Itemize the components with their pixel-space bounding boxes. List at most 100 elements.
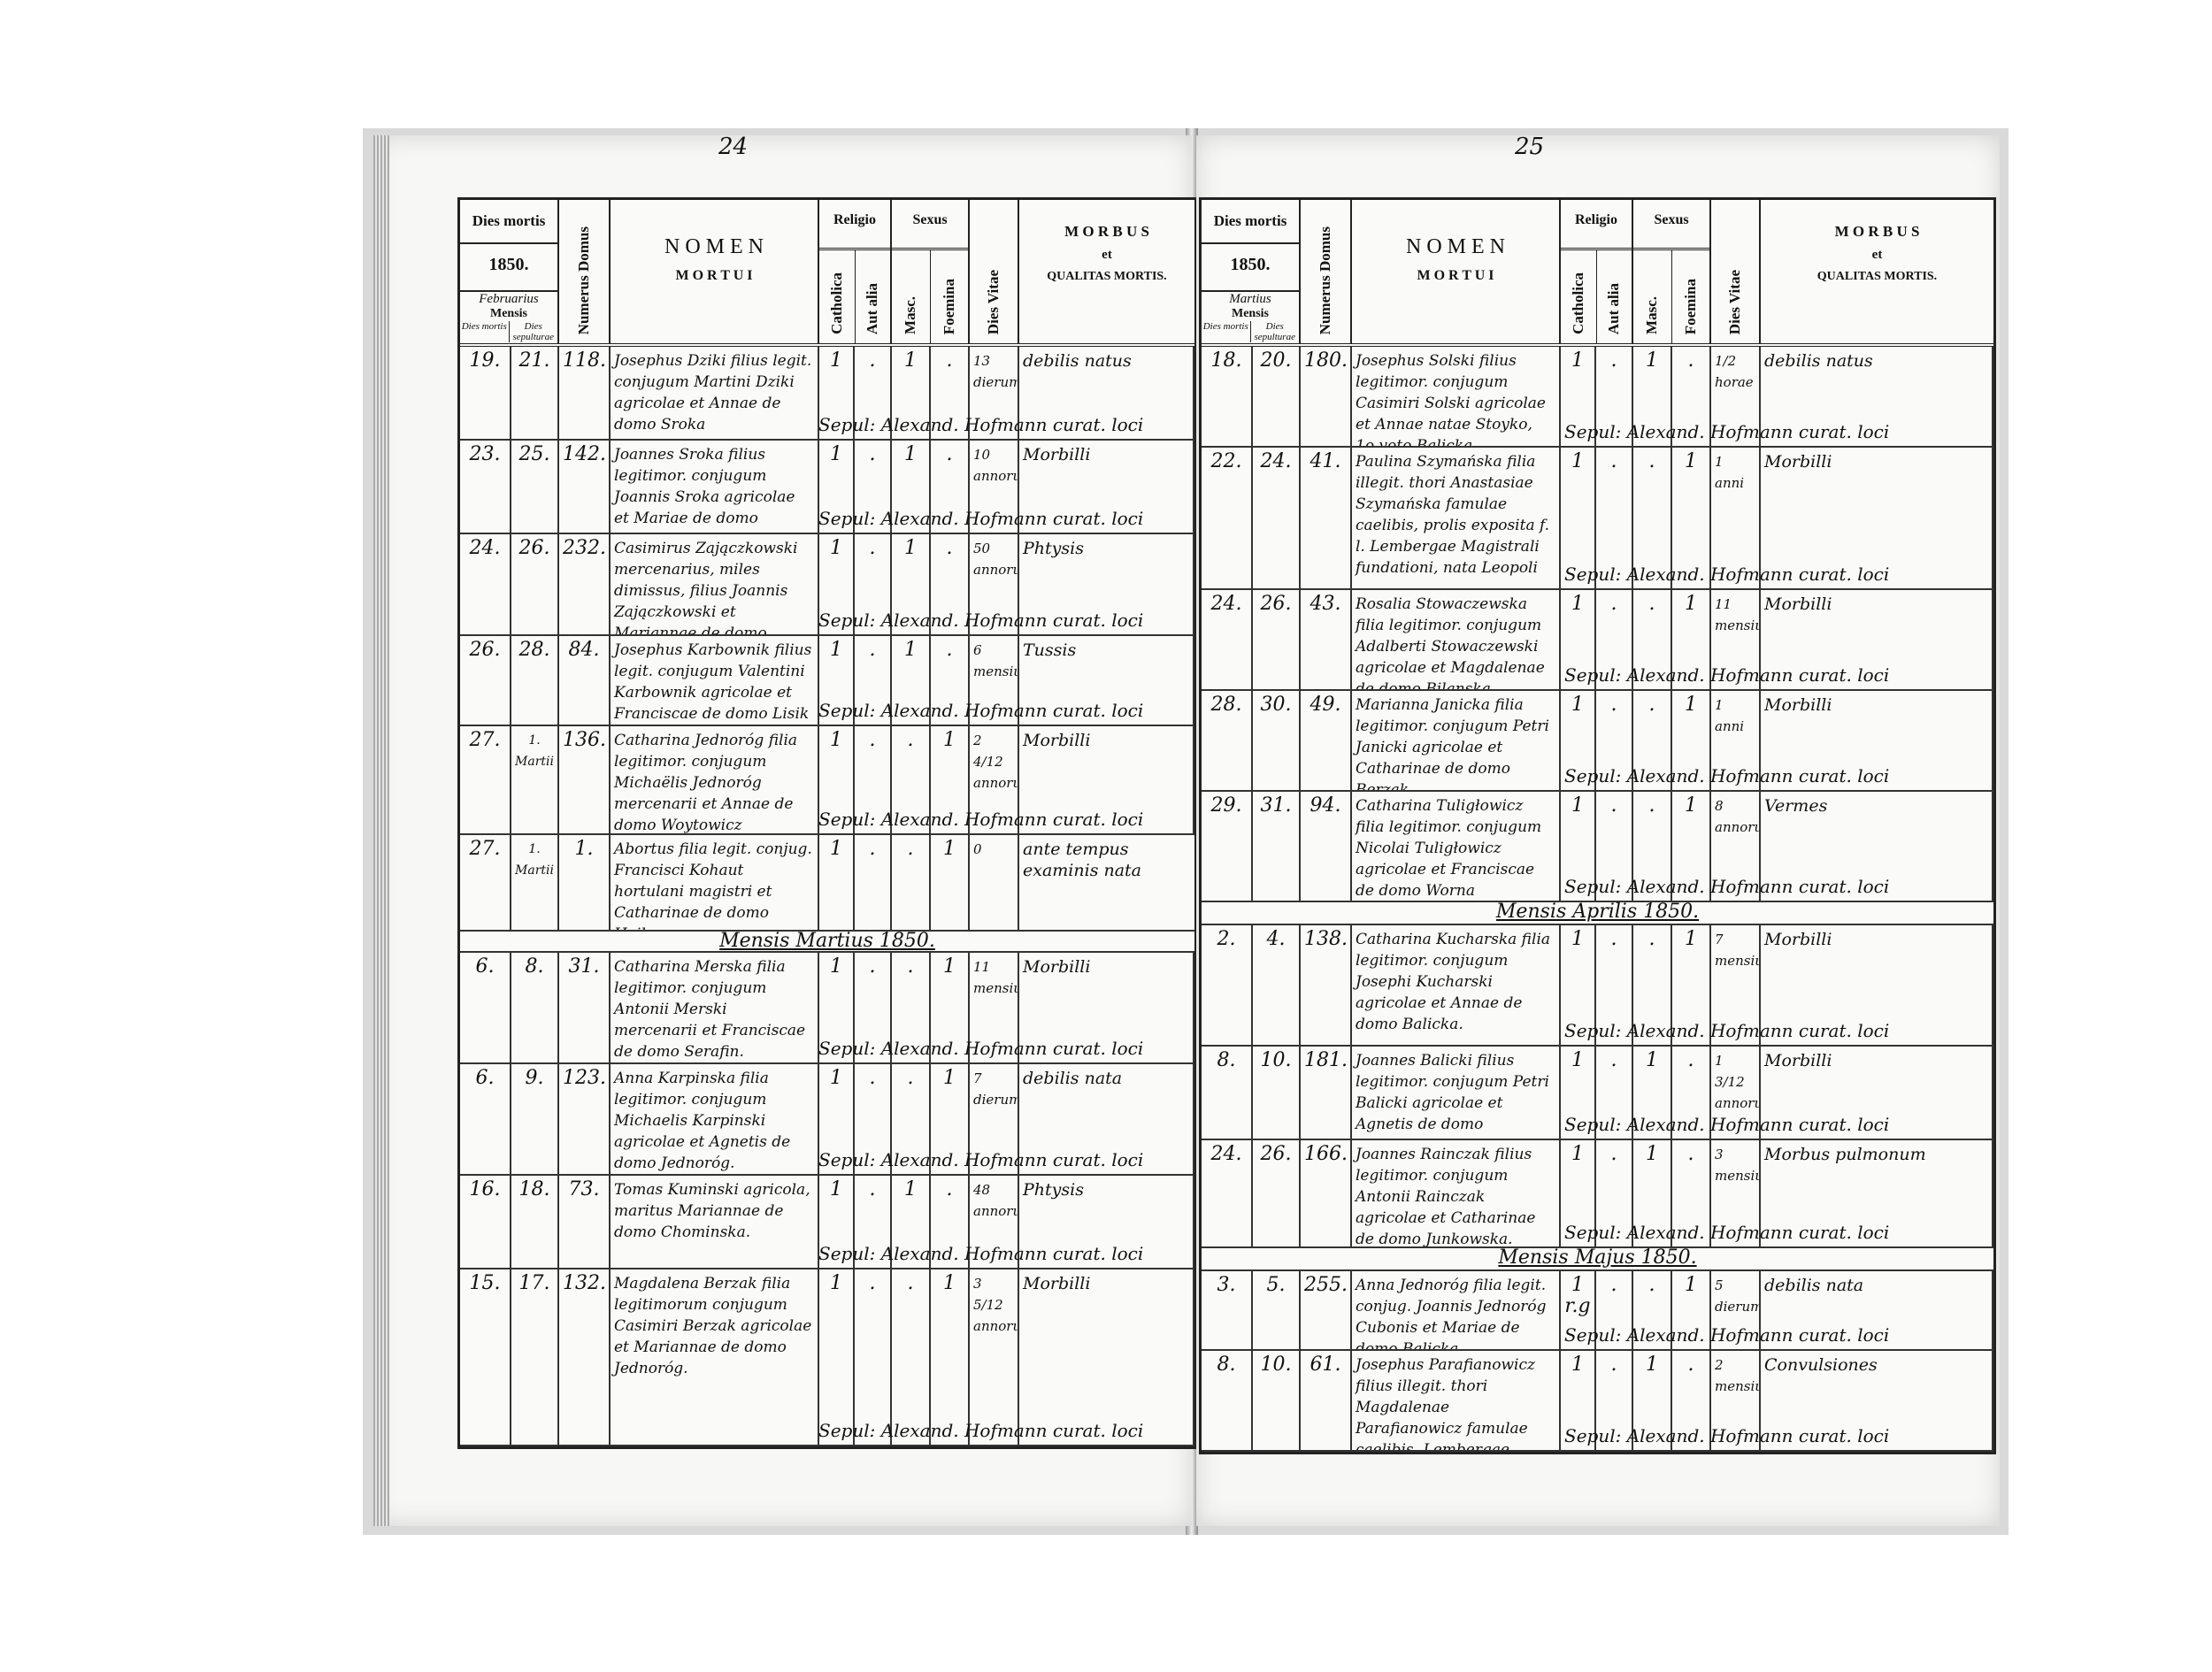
header-catholica-label: Catholica (1569, 272, 1586, 334)
masc-cell: . (1633, 448, 1672, 588)
header-dies-mortis-label: Dies mortis (460, 200, 557, 244)
dies-vitae-cell: 3 mensium (1711, 1140, 1761, 1246)
header-dies-vitae-label: Dies Vitae (985, 269, 1002, 334)
dies-mortis-cell: 15. (460, 1269, 511, 1445)
header-mensis: Mensis (1232, 307, 1269, 320)
numerus-domus-cell: 232. (559, 534, 611, 634)
header-morbus: M O R B U S et QUALITAS MORTIS. (1761, 200, 1993, 343)
dies-mortis-cell: 2. (1202, 925, 1253, 1045)
masc-cell: . (1633, 925, 1672, 1045)
dies-mortis-cell: 24. (460, 534, 511, 634)
dies-sepulturae-cell: 20. (1253, 347, 1301, 446)
morbus-cell: Morbilli (1019, 726, 1194, 833)
dies-sepulturae-cell: 28. (511, 636, 559, 725)
header-day-subcolumns: Dies mortis Dies sepulturae (1202, 321, 1299, 342)
sepultor-signature: Sepul: Alexand. Hofmann curat. loci (818, 610, 1144, 631)
header-aut-alia: Aut alia (1597, 250, 1632, 343)
dies-mortis-cell: 27. (460, 835, 511, 930)
header-morbus-label: M O R B U S (1834, 223, 1920, 240)
table-row: 15. 17. 132. Magdalena Berzak filia legitim… (460, 1269, 1194, 1446)
header-dies-mortis-label: Dies mortis (1202, 200, 1299, 244)
header-dies-mortis: Dies mortis 1850. Februarius Mensis Dies mor… (460, 200, 559, 343)
catholica-cell: 1 (819, 441, 855, 533)
header-year: 1850. (460, 244, 557, 292)
header-nomen-label: N O M E N (664, 235, 764, 258)
header-dies-sepulturae-sub: Dies sepulturae (512, 321, 554, 342)
header-foemina-label: Foemina (940, 278, 957, 334)
morbus-cell: Phtysis (1019, 534, 1194, 634)
sepultor-signature: Sepul: Alexand. Hofmann curat. loci (818, 1243, 1144, 1264)
aut-alia-cell: . (855, 1176, 892, 1268)
aut-alia-cell: . (1596, 792, 1633, 901)
header-sexus: Sexus Masc. Foemina (1633, 200, 1711, 343)
foemina-cell: . (1672, 1047, 1711, 1139)
dies-sepulturae-cell: 26. (511, 534, 559, 634)
header-masc-label: Masc. (1643, 296, 1661, 334)
dies-vitae-cell: 2 4/12 annorum (970, 726, 1019, 833)
catholica-cell: 1 (819, 953, 855, 1062)
numerus-domus-cell: 31. (559, 953, 611, 1062)
nomen-cell: Catharina Kucharska filia legitimor. con… (1352, 925, 1561, 1045)
header-foemina: Foemina (931, 250, 969, 343)
sepultor-signature: Sepul: Alexand. Hofmann curat. loci (1564, 876, 1890, 897)
sepultor-signature: Sepul: Alexand. Hofmann curat. loci (818, 1038, 1144, 1059)
nomen-cell: Catharina Jednoróg filia legitimor. conj… (611, 726, 819, 833)
header-qualitas-mortis: QUALITAS MORTIS. (1047, 270, 1167, 283)
dies-mortis-cell: 6. (460, 953, 511, 1062)
morbus-cell: debilis nata (1019, 1064, 1194, 1174)
table-row: 22. 24. 41. Paulina Szymańska filia illegit… (1202, 448, 1993, 590)
nomen-cell: Marianna Janicka filia legitimor. conjug… (1352, 691, 1561, 790)
sexus-subheaders: Masc. Foemina (892, 250, 968, 343)
morbus-cell: ante tempus examinis nata (1023, 840, 1142, 880)
catholica-cell: 1 (1561, 1047, 1596, 1139)
numerus-domus-cell: 132. (559, 1269, 611, 1445)
dies-sepulturae-cell: 5. (1253, 1271, 1301, 1349)
aut-alia-cell: . (855, 441, 892, 533)
nomen-cell: Josephus Dziki filius legit. conjugum Ma… (611, 347, 819, 439)
header-et: et (1102, 248, 1112, 262)
dies-sepulturae-cell: 1. Martii (511, 835, 559, 930)
dies-sepulturae-cell: 31. (1253, 792, 1301, 901)
table-row: 24. 26. 232. Casimirus Zajączkowski mercena… (460, 534, 1194, 636)
nomen-cell: Catharina Merska filia legitimor. conjug… (611, 953, 819, 1062)
header-dies-vitae: Dies Vitae (1711, 200, 1761, 343)
dies-mortis-cell: 26. (460, 636, 511, 725)
masc-cell: 1 (892, 534, 931, 634)
foemina-cell: 1 (1672, 1271, 1711, 1349)
header-nomen: N O M E N M O R T U I (611, 200, 819, 343)
morbus-cell: Morbilli (1019, 1269, 1194, 1445)
page-left: 24 Dies mortis 1850. Februarius Mensis Dies … (373, 134, 1197, 1526)
dies-mortis-cell: 6. (460, 1064, 511, 1174)
dies-mortis-cell: 28. (1202, 691, 1253, 790)
sepultor-signature: Sepul: Alexand. Hofmann curat. loci (818, 414, 1144, 435)
morbus-cell: Morbus pulmonum (1761, 1140, 1993, 1246)
religio-subheaders: Catholica Aut alia (1561, 250, 1632, 343)
dies-vitae-cell: 8 annorum (1711, 792, 1761, 901)
header-sexus: Sexus Masc. Foemina (892, 200, 970, 343)
nomen-cell: Joannes Sroka filius legitimor. conjugum… (611, 441, 819, 533)
sepultor-signature: Sepul: Alexand. Hofmann curat. loci (818, 508, 1144, 529)
numerus-domus-cell: 73. (559, 1176, 611, 1268)
nomen-cell: Josephus Parafianowicz filius illegit. t… (1352, 1351, 1561, 1450)
aut-alia-cell: . (1596, 590, 1633, 689)
masc-cell: 1 (892, 636, 931, 725)
dies-vitae-cell: 5 dierum (1711, 1271, 1761, 1349)
dies-sepulturae-cell: 8. (511, 953, 559, 1062)
aut-alia-cell: . (855, 953, 892, 1062)
table-row: 23. 25. 142. Joannes Sroka filius legitimor… (460, 441, 1194, 534)
aut-alia-cell: . (855, 534, 892, 634)
morbus-cell: Tussis (1019, 636, 1194, 725)
header-foemina-label: Foemina (1681, 278, 1699, 334)
catholica-cell: 1 (1561, 347, 1596, 446)
sepultor-signature: Sepul: Alexand. Hofmann curat. loci (818, 809, 1144, 830)
month-heading: Mensis Majus 1850. (1202, 1248, 1993, 1271)
numerus-domus-cell: 255. (1301, 1271, 1352, 1349)
dies-vitae-cell: 11 mensium (970, 953, 1019, 1062)
morbus-cell: Morbilli (1761, 691, 1993, 790)
dies-vitae-cell: 1 anni (1711, 691, 1761, 790)
header-religio-label: Religio (819, 200, 890, 250)
page-right: 25 Dies mortis 1850. Martius Mensis Dies mor… (1196, 134, 2000, 1526)
dies-vitae-cell: 13 dierum (970, 347, 1019, 439)
dies-vitae-cell: 48 annorum (970, 1176, 1019, 1268)
numerus-domus-cell: 61. (1301, 1351, 1352, 1450)
